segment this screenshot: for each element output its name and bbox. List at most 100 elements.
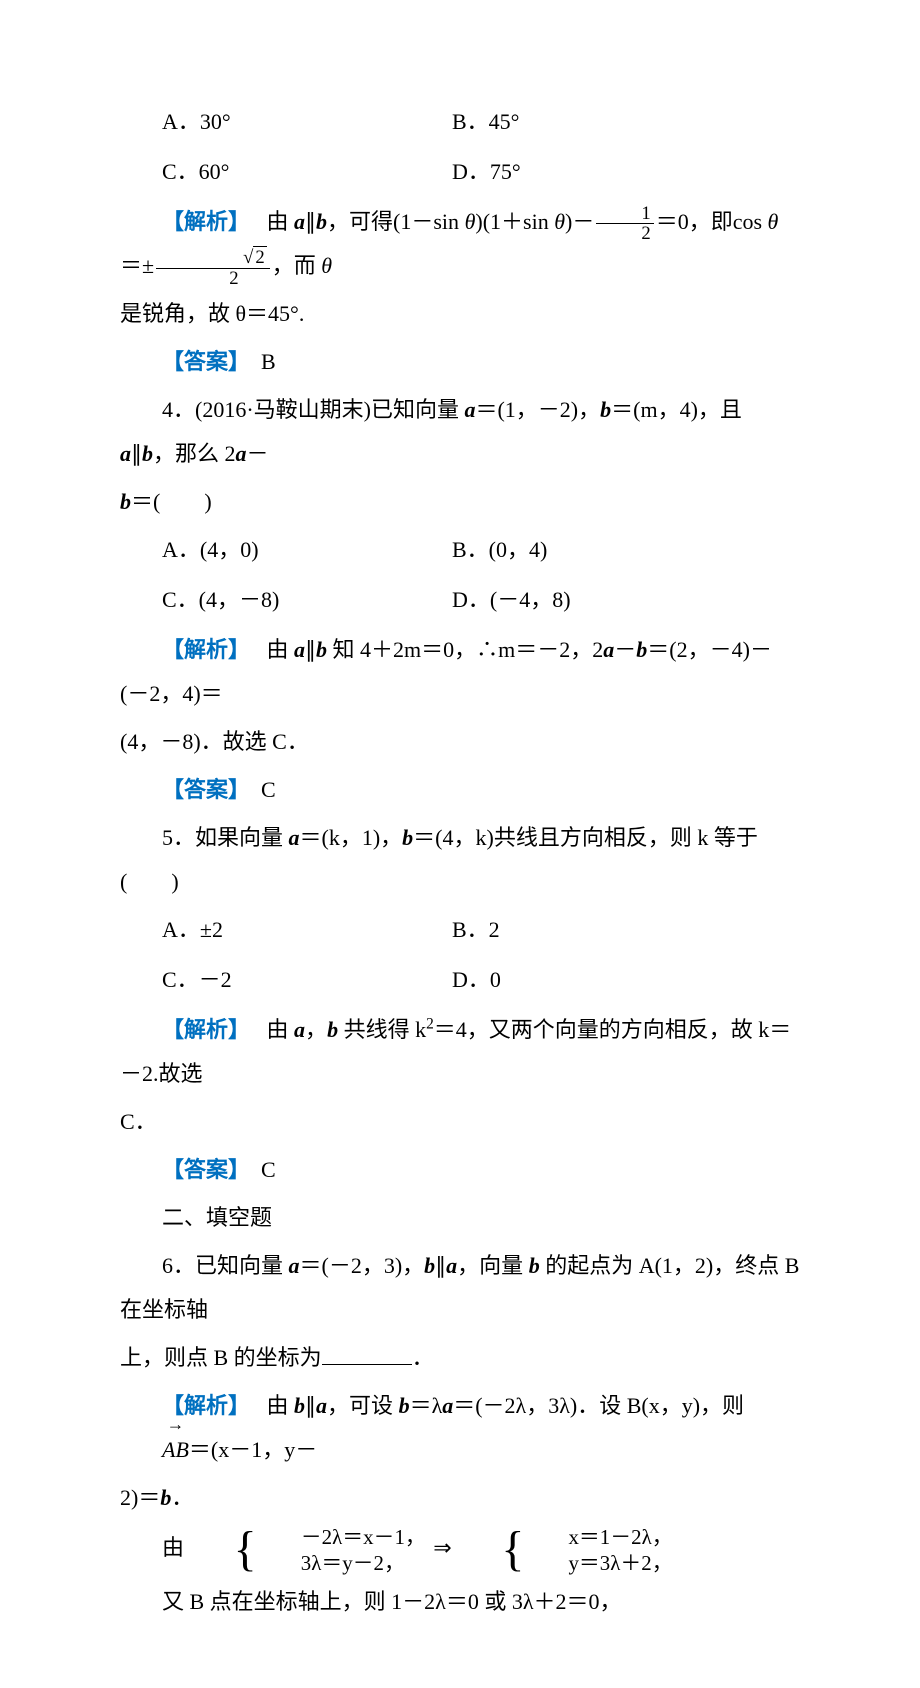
vec-a: a: [294, 209, 305, 234]
q5-answer: 【答案】 C: [120, 1148, 800, 1192]
q6-stem: 6．已知向量 a＝(－2，3)，b∥a，向量 b 的起点为 A(1，2)，终点 …: [120, 1244, 800, 1332]
q5-analysis: 【解析】 由 a，b 共线得 k2＝4，又两个向量的方向相反，故 k＝－2.故选: [120, 1008, 800, 1096]
q5-stem: 5．如果向量 a＝(k，1)，b＝(4，k)共线且方向相反，则 k 等于( ): [120, 816, 800, 904]
answer-value: B: [261, 349, 276, 374]
t: ＝(m，4)，且: [611, 397, 742, 422]
page: A．30° B．45° C．60° D．75° 【解析】 由 a∥b，可得(1－…: [0, 0, 920, 1688]
vec-a: a: [316, 1393, 327, 1418]
q3-opt-d: D．75°: [452, 150, 800, 194]
analysis-label: 【解析】: [162, 637, 239, 662]
eq1: x＝1－2λ，: [526, 1524, 672, 1550]
t: ＝0，即cos: [656, 209, 768, 234]
q6-analysis-cont: 2)＝b．: [120, 1476, 800, 1520]
q6-tail: 又 B 点在坐标轴上，则 1－2λ＝0 或 3λ＋2＝0，: [120, 1580, 800, 1624]
fill-blank: [322, 1344, 412, 1365]
t: ＝(－2λ，3λ)．设 B(x，y)，则: [453, 1393, 744, 1418]
vec-a: a: [236, 441, 247, 466]
vec-b: b: [316, 209, 327, 234]
t: 由: [267, 637, 295, 662]
section-2-heading: 二、填空题: [120, 1196, 800, 1240]
vec-b: b: [160, 1485, 171, 1510]
t: 5．如果向量: [162, 825, 289, 850]
q4-options-row1: A．(4，0) B．(0，4): [120, 528, 800, 572]
q4-opt-a: A．(4，0): [120, 528, 452, 572]
answer-label: 【答案】: [162, 349, 239, 374]
t: 知 4＋2m＝0，∴m＝－2，2: [327, 637, 603, 662]
vec-a: a: [294, 637, 305, 662]
q4-analysis-cont: (4，－8)．故选 C．: [120, 720, 800, 764]
frac-half: 12: [596, 204, 653, 244]
vec-b: b: [529, 1253, 540, 1278]
q4-options-row2: C．(4，－8) D．(－4，8): [120, 578, 800, 622]
q3-analysis: 【解析】 由 a∥b，可得(1－sin θ)(1＋sin θ)－12＝0，即co…: [120, 200, 800, 288]
vec-b: b: [120, 489, 131, 514]
t: ．: [171, 1485, 193, 1510]
q4-opt-c: C．(4，－8): [120, 578, 452, 622]
analysis-label: 【解析】: [162, 1017, 239, 1042]
q5-opt-c: C．－2: [120, 958, 452, 1002]
theta: θ: [554, 209, 565, 234]
t: ，可设: [327, 1393, 399, 1418]
vec-b: b: [294, 1393, 305, 1418]
answer-label: 【答案】: [162, 1157, 239, 1182]
t: 由: [162, 1535, 184, 1560]
implies-icon: ⇒: [433, 1535, 451, 1560]
t: ，向量: [457, 1253, 529, 1278]
t: ，那么 2: [153, 441, 236, 466]
t: －: [247, 441, 269, 466]
frac-sqrt2-2: √22: [156, 248, 270, 288]
analysis-label: 【解析】: [162, 1393, 239, 1418]
vec-b: b: [402, 825, 413, 850]
q4-analysis: 【解析】 由 a∥b 知 4＋2m＝0，∴m＝－2，2a－b＝(2，－4)－(－…: [120, 628, 800, 716]
den: 2: [596, 223, 653, 244]
t: 共线得 k: [338, 1017, 426, 1042]
t: ，而: [272, 253, 322, 278]
analysis-label: 【解析】: [162, 209, 239, 234]
t: ＝λ: [410, 1393, 443, 1418]
theta: θ: [465, 209, 476, 234]
t: ，可得(1－sin: [327, 209, 465, 234]
q3-options-row2: C．60° D．75°: [120, 150, 800, 194]
q5-options-row2: C．－2 D．0: [120, 958, 800, 1002]
t: ＝(x－1，y－: [189, 1437, 317, 1462]
arrow-icon: →: [120, 1416, 189, 1434]
vec-a: a: [120, 441, 131, 466]
brace-icon: {: [459, 1531, 524, 1570]
answer-value: C: [261, 777, 276, 802]
t: －: [614, 637, 636, 662]
sqrt-icon: √2: [201, 248, 267, 268]
vec-b: b: [424, 1253, 435, 1278]
q5-options-row1: A．±2 B．2: [120, 908, 800, 952]
t: )(1＋sin: [475, 209, 554, 234]
system-lines: －2λ＝x－1， 3λ＝y－2，: [259, 1524, 426, 1576]
t: 由: [267, 1393, 295, 1418]
vec-a: a: [294, 1017, 305, 1042]
q6-analysis: 【解析】 由 b∥a，可设 b＝λa＝(－2λ，3λ)．设 B(x，y)，则→A…: [120, 1384, 800, 1472]
t: 由: [267, 1017, 295, 1042]
q4-stem-cont: b＝( ): [120, 480, 800, 524]
t: ＝(－2，3)，: [300, 1253, 425, 1278]
q5-opt-d: D．0: [452, 958, 800, 1002]
t: ＝(1，－2)，: [475, 397, 600, 422]
vec-a: a: [289, 825, 300, 850]
vec-b: b: [399, 1393, 410, 1418]
radicand: 2: [253, 246, 266, 268]
t: 4．(2016·马鞍山期末)已知向量: [162, 397, 464, 422]
answer-value: C: [261, 1157, 276, 1182]
q4-opt-b: B．(0，4): [452, 528, 800, 572]
system-lines: x＝1－2λ， y＝3λ＋2，: [526, 1524, 672, 1576]
vec-b: b: [327, 1017, 338, 1042]
t: 6．已知向量: [162, 1253, 289, 1278]
q4-answer: 【答案】 C: [120, 768, 800, 812]
num: 1: [596, 204, 653, 224]
answer-label: 【答案】: [162, 777, 239, 802]
system-2: { x＝1－2λ， y＝3λ＋2，: [459, 1524, 672, 1576]
q3-opt-a: A．30°: [120, 100, 452, 144]
t: ＝(k，1)，: [300, 825, 403, 850]
t: 2)＝: [120, 1485, 160, 1510]
theta: θ: [321, 253, 332, 278]
q6-stem-cont: 上，则点 B 的坐标为．: [120, 1336, 800, 1380]
eq2: y＝3λ＋2，: [526, 1550, 672, 1576]
vec-b: b: [316, 637, 327, 662]
q6-system: 由 { －2λ＝x－1， 3λ＝y－2， ⇒ { x＝1－2λ， y＝3λ＋2，: [120, 1524, 800, 1576]
